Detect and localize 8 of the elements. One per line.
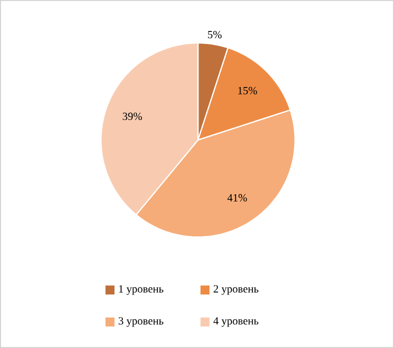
data-label: 15% (238, 86, 258, 94)
legend-label: 3 уровень (118, 317, 164, 327)
data-label: 41% (227, 194, 247, 202)
legend-label: 4 уровень (213, 317, 258, 327)
legend-label: 2 уровень (214, 285, 258, 295)
data-label: 5% (208, 30, 222, 38)
data-label: 39% (122, 112, 142, 120)
legend-label: 1 уровень (119, 285, 164, 295)
